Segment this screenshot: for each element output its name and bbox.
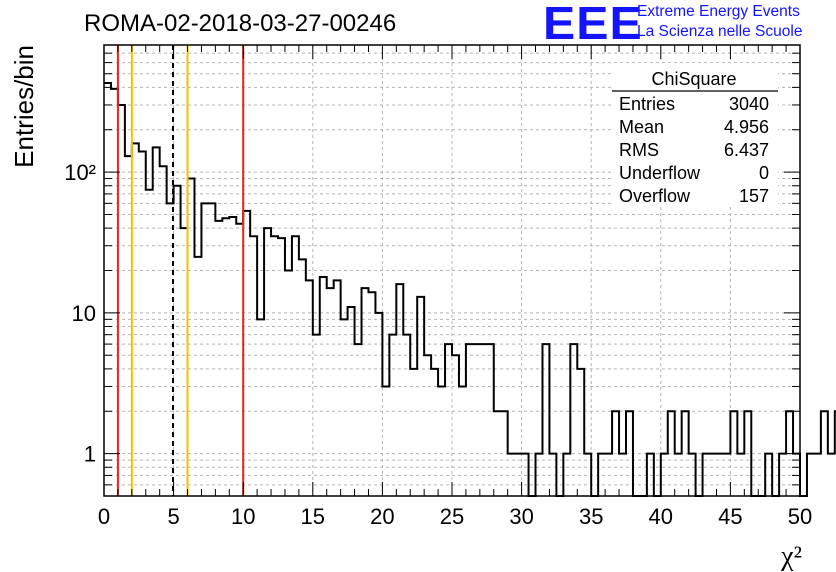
x-tick-label: 35 (579, 504, 603, 529)
x-tick-label: 0 (98, 504, 110, 529)
x-tick-label: 20 (370, 504, 394, 529)
x-tick-label: 50 (788, 504, 812, 529)
stats-row-label: Overflow (619, 186, 691, 206)
stats-row-value: 157 (739, 186, 769, 206)
y-axis-label: Entries/bin (9, 45, 39, 168)
stats-row-label: Entries (619, 94, 675, 114)
stats-box-background (612, 63, 778, 205)
stats-row-label: RMS (619, 140, 659, 160)
x-tick-label: 40 (649, 504, 673, 529)
y-tick-label: 10 (72, 301, 96, 326)
chart-title: ROMA-02-2018-03-27-00246 (84, 10, 397, 37)
x-tick-label: 15 (301, 504, 325, 529)
x-tick-label: 45 (718, 504, 742, 529)
x-tick-label: 25 (440, 504, 464, 529)
stats-row-label: Mean (619, 117, 664, 137)
stats-box-title: ChiSquare (651, 69, 736, 89)
x-tick-label: 10 (231, 504, 255, 529)
x-axis-label: χ² (780, 541, 802, 572)
logo-text-line2: La Scienza nelle Scuole (637, 23, 803, 40)
stats-row-value: 6.437 (724, 140, 769, 160)
y-tick-label: 1 (84, 442, 96, 467)
logo-text-line1: Extreme Energy Events (637, 3, 800, 20)
stats-row-value: 4.956 (724, 117, 769, 137)
stats-box: ChiSquare Entries 3040 Mean 4.956 RMS 6.437 Und… (612, 63, 778, 206)
stats-row-value: 3040 (729, 94, 769, 114)
eee-logo: EEE (543, 0, 643, 49)
x-tick-label: 30 (509, 504, 533, 529)
stats-row-label: Underflow (619, 163, 701, 183)
y-tick-label: 10² (64, 160, 96, 185)
x-tick-label: 5 (167, 504, 179, 529)
stats-row-value: 0 (759, 163, 769, 183)
